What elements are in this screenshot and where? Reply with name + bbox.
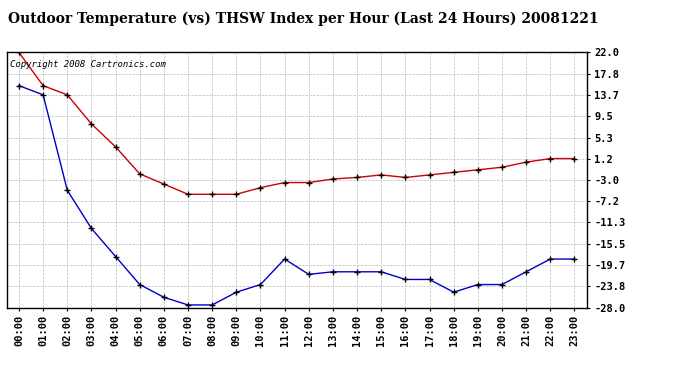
Text: Outdoor Temperature (vs) THSW Index per Hour (Last 24 Hours) 20081221: Outdoor Temperature (vs) THSW Index per … <box>8 11 599 26</box>
Text: Copyright 2008 Cartronics.com: Copyright 2008 Cartronics.com <box>10 60 166 69</box>
